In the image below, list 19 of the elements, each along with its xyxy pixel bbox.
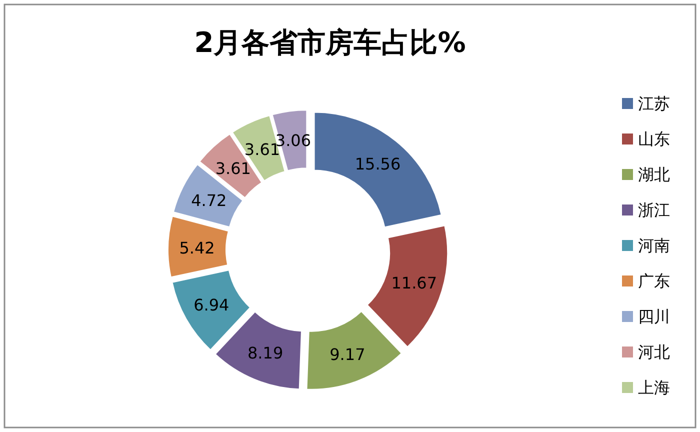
data-label: 8.19 [248, 343, 284, 362]
data-label: 6.94 [194, 296, 230, 315]
legend-label: 湖北 [638, 165, 670, 184]
data-label: 4.72 [191, 191, 227, 210]
legend-label: 山东 [638, 130, 670, 148]
legend-label: 江苏 [638, 94, 670, 113]
data-label: 5.42 [179, 238, 215, 258]
legend-label: 河北 [638, 342, 670, 362]
legend-label: 上海 [638, 378, 670, 397]
legend-label: 广东 [638, 272, 670, 290]
data-label: 15.56 [354, 154, 401, 174]
legend-label: 四川 [638, 307, 670, 326]
data-label: 9.17 [330, 344, 366, 364]
data-label: 11.67 [391, 274, 438, 293]
legend-label: 河南 [638, 236, 670, 255]
legend-label: 浙江 [638, 200, 670, 220]
data-label: 3.61 [215, 159, 251, 178]
chart-title: 2月各省市房车占比% [194, 26, 466, 59]
data-label: 3.06 [275, 130, 312, 150]
